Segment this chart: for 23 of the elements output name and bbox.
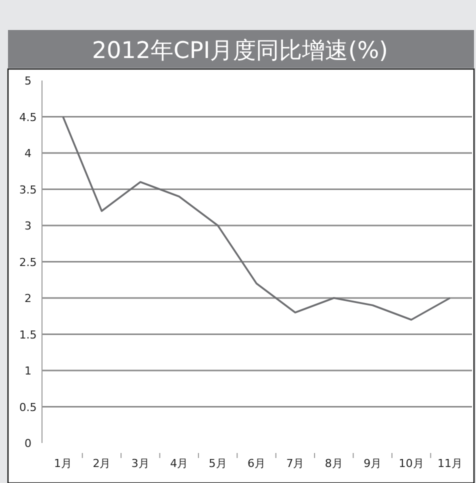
y-tick-label: 3.5 [19, 183, 37, 196]
x-tick-label: 2月 [92, 457, 111, 470]
x-tick-label: 7月 [286, 457, 304, 470]
y-tick-label: 3 [24, 220, 32, 232]
y-tick-label: 0 [24, 437, 32, 450]
y-tick-label: 1 [24, 364, 32, 378]
x-tick-label: 8月 [324, 457, 343, 470]
y-tick-label: 4.5 [19, 110, 37, 124]
x-tick-label: 3月 [131, 457, 150, 470]
chart-title: 2012年CPI月度同比增速(%) [92, 38, 388, 64]
y-tick-label: 0.5 [19, 400, 37, 414]
y-tick-label: 2 [24, 292, 32, 305]
x-tick-label: 11月 [438, 457, 462, 470]
x-tick-label: 10月 [398, 457, 424, 470]
y-tick-label: 2.5 [19, 256, 37, 269]
x-tick-label: 9月 [364, 457, 382, 470]
x-tick-label: 1月 [54, 457, 72, 470]
x-tick-label: 5月 [208, 457, 227, 470]
y-tick-label: 1.5 [19, 328, 37, 342]
y-tick-label: 4 [24, 147, 32, 160]
y-tick-label: 5 [24, 74, 32, 88]
x-tick-label: 4月 [170, 457, 188, 470]
x-tick-label: 6月 [248, 457, 266, 470]
